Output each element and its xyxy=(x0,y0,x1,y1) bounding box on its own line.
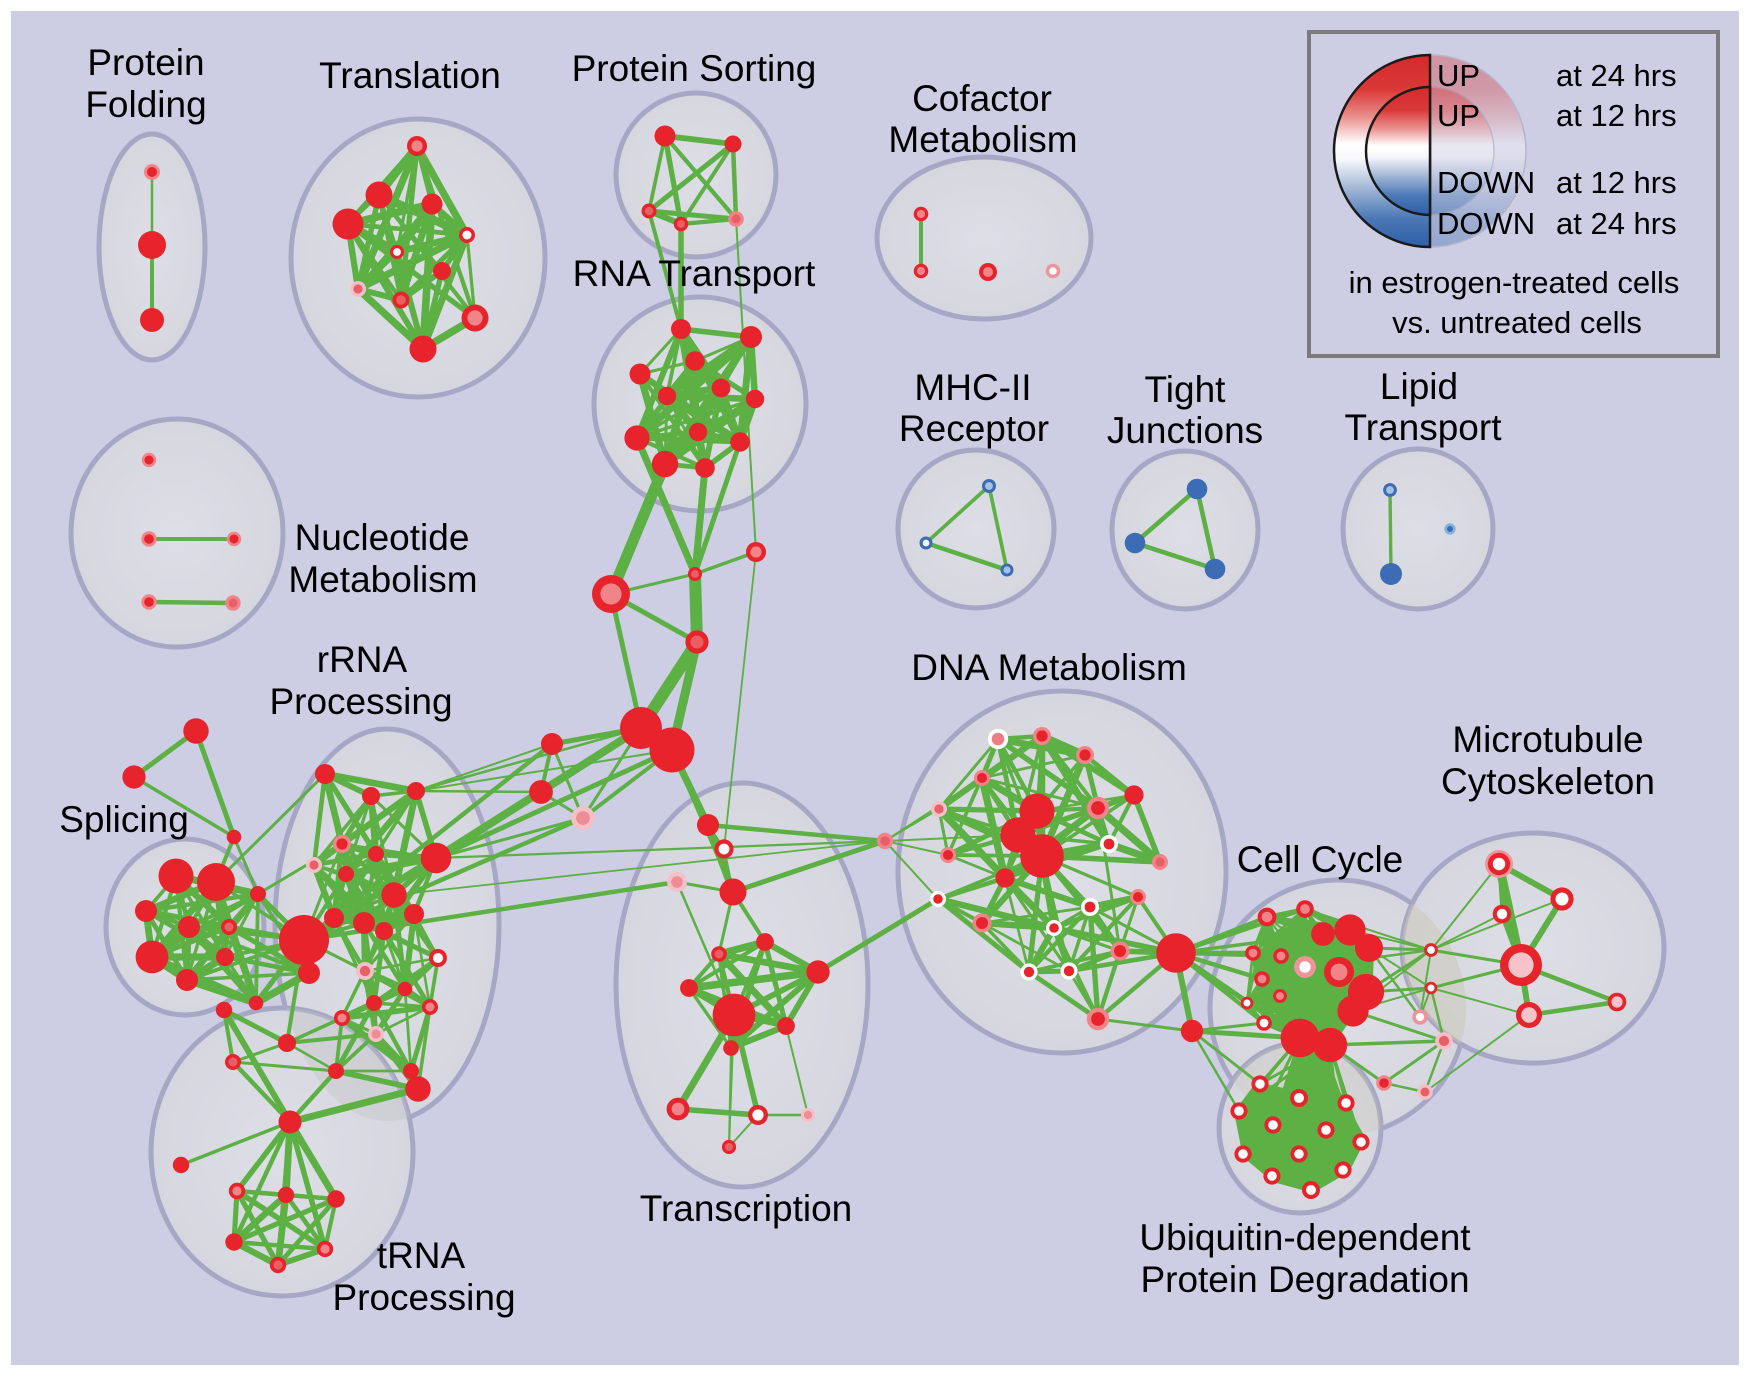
svg-text:Ubiquitin-dependent: Ubiquitin-dependent xyxy=(1139,1217,1471,1258)
svg-text:Lipid: Lipid xyxy=(1380,366,1458,407)
svg-text:UP: UP xyxy=(1437,58,1480,93)
svg-text:Folding: Folding xyxy=(85,84,206,125)
svg-text:at 12 hrs: at 12 hrs xyxy=(1556,165,1677,200)
svg-text:Receptor: Receptor xyxy=(899,408,1049,449)
svg-text:Transcription: Transcription xyxy=(640,1188,852,1229)
svg-text:Translation: Translation xyxy=(319,55,501,96)
svg-text:Metabolism: Metabolism xyxy=(288,559,477,600)
svg-text:vs. untreated cells: vs. untreated cells xyxy=(1392,305,1642,340)
svg-text:Junctions: Junctions xyxy=(1107,410,1263,451)
svg-text:Metabolism: Metabolism xyxy=(888,119,1077,160)
svg-text:Protein Sorting: Protein Sorting xyxy=(572,48,817,89)
svg-text:Transport: Transport xyxy=(1345,407,1503,448)
svg-text:Tight: Tight xyxy=(1145,369,1227,410)
svg-text:Cell Cycle: Cell Cycle xyxy=(1237,839,1404,880)
svg-text:Nucleotide: Nucleotide xyxy=(295,517,470,558)
svg-text:tRNA: tRNA xyxy=(377,1235,466,1276)
svg-text:RNA Transport: RNA Transport xyxy=(573,253,816,294)
svg-text:Processing: Processing xyxy=(332,1277,515,1318)
svg-text:at 12 hrs: at 12 hrs xyxy=(1556,98,1677,133)
svg-text:Protein Degradation: Protein Degradation xyxy=(1140,1259,1469,1300)
svg-text:UP: UP xyxy=(1437,98,1480,133)
svg-text:DNA Metabolism: DNA Metabolism xyxy=(911,647,1187,688)
svg-text:Cytoskeleton: Cytoskeleton xyxy=(1441,761,1655,802)
svg-text:in estrogen-treated cells: in estrogen-treated cells xyxy=(1349,265,1680,300)
svg-text:at 24 hrs: at 24 hrs xyxy=(1556,206,1677,241)
svg-text:Processing: Processing xyxy=(269,681,452,722)
svg-text:rRNA: rRNA xyxy=(317,639,408,680)
svg-text:Splicing: Splicing xyxy=(59,799,189,840)
svg-text:Microtubule: Microtubule xyxy=(1452,719,1643,760)
svg-text:MHC-II: MHC-II xyxy=(914,367,1031,408)
svg-text:Protein: Protein xyxy=(87,42,204,83)
svg-text:DOWN: DOWN xyxy=(1437,206,1535,241)
svg-text:at 24 hrs: at 24 hrs xyxy=(1556,58,1677,93)
svg-text:DOWN: DOWN xyxy=(1437,165,1535,200)
svg-text:Cofactor: Cofactor xyxy=(912,78,1052,119)
